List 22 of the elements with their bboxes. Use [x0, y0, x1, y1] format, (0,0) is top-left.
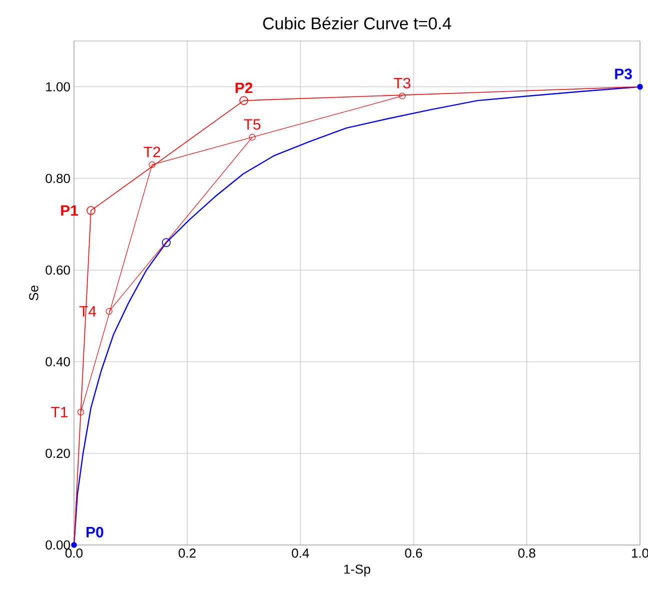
y-tick-label: 0.80 [46, 174, 70, 184]
x-tick-label: 0.4 [292, 548, 310, 558]
annotation: T2 [144, 146, 160, 158]
x-tick-label: 0.8 [518, 548, 536, 558]
annotation: P3 [615, 68, 632, 80]
annotation: T3 [394, 78, 410, 88]
annotation: T1 [51, 406, 68, 418]
annotation: T5 [244, 119, 260, 130]
annotation: P1 [61, 205, 78, 216]
annotation: P2 [236, 82, 252, 94]
x-tick-label: 0.6 [405, 548, 422, 558]
annotation: P0 [86, 526, 104, 538]
y-tick-label: 0.60 [46, 265, 70, 275]
chart-title: Cubic Bézier Curve t=0.4 [263, 16, 452, 30]
y-tick-label: 0.40 [46, 357, 70, 366]
y-tick-label: 1.00 [46, 82, 70, 92]
x-tick-label: 0.0 [65, 548, 83, 558]
x-tick-label: 0.2 [178, 548, 196, 558]
x-axis-title: 1-Sp [344, 564, 370, 576]
y-tick-label: 0.20 [46, 448, 70, 458]
y-tick-label: 0.00 [46, 540, 70, 550]
y-axis-title: Se [29, 286, 38, 300]
